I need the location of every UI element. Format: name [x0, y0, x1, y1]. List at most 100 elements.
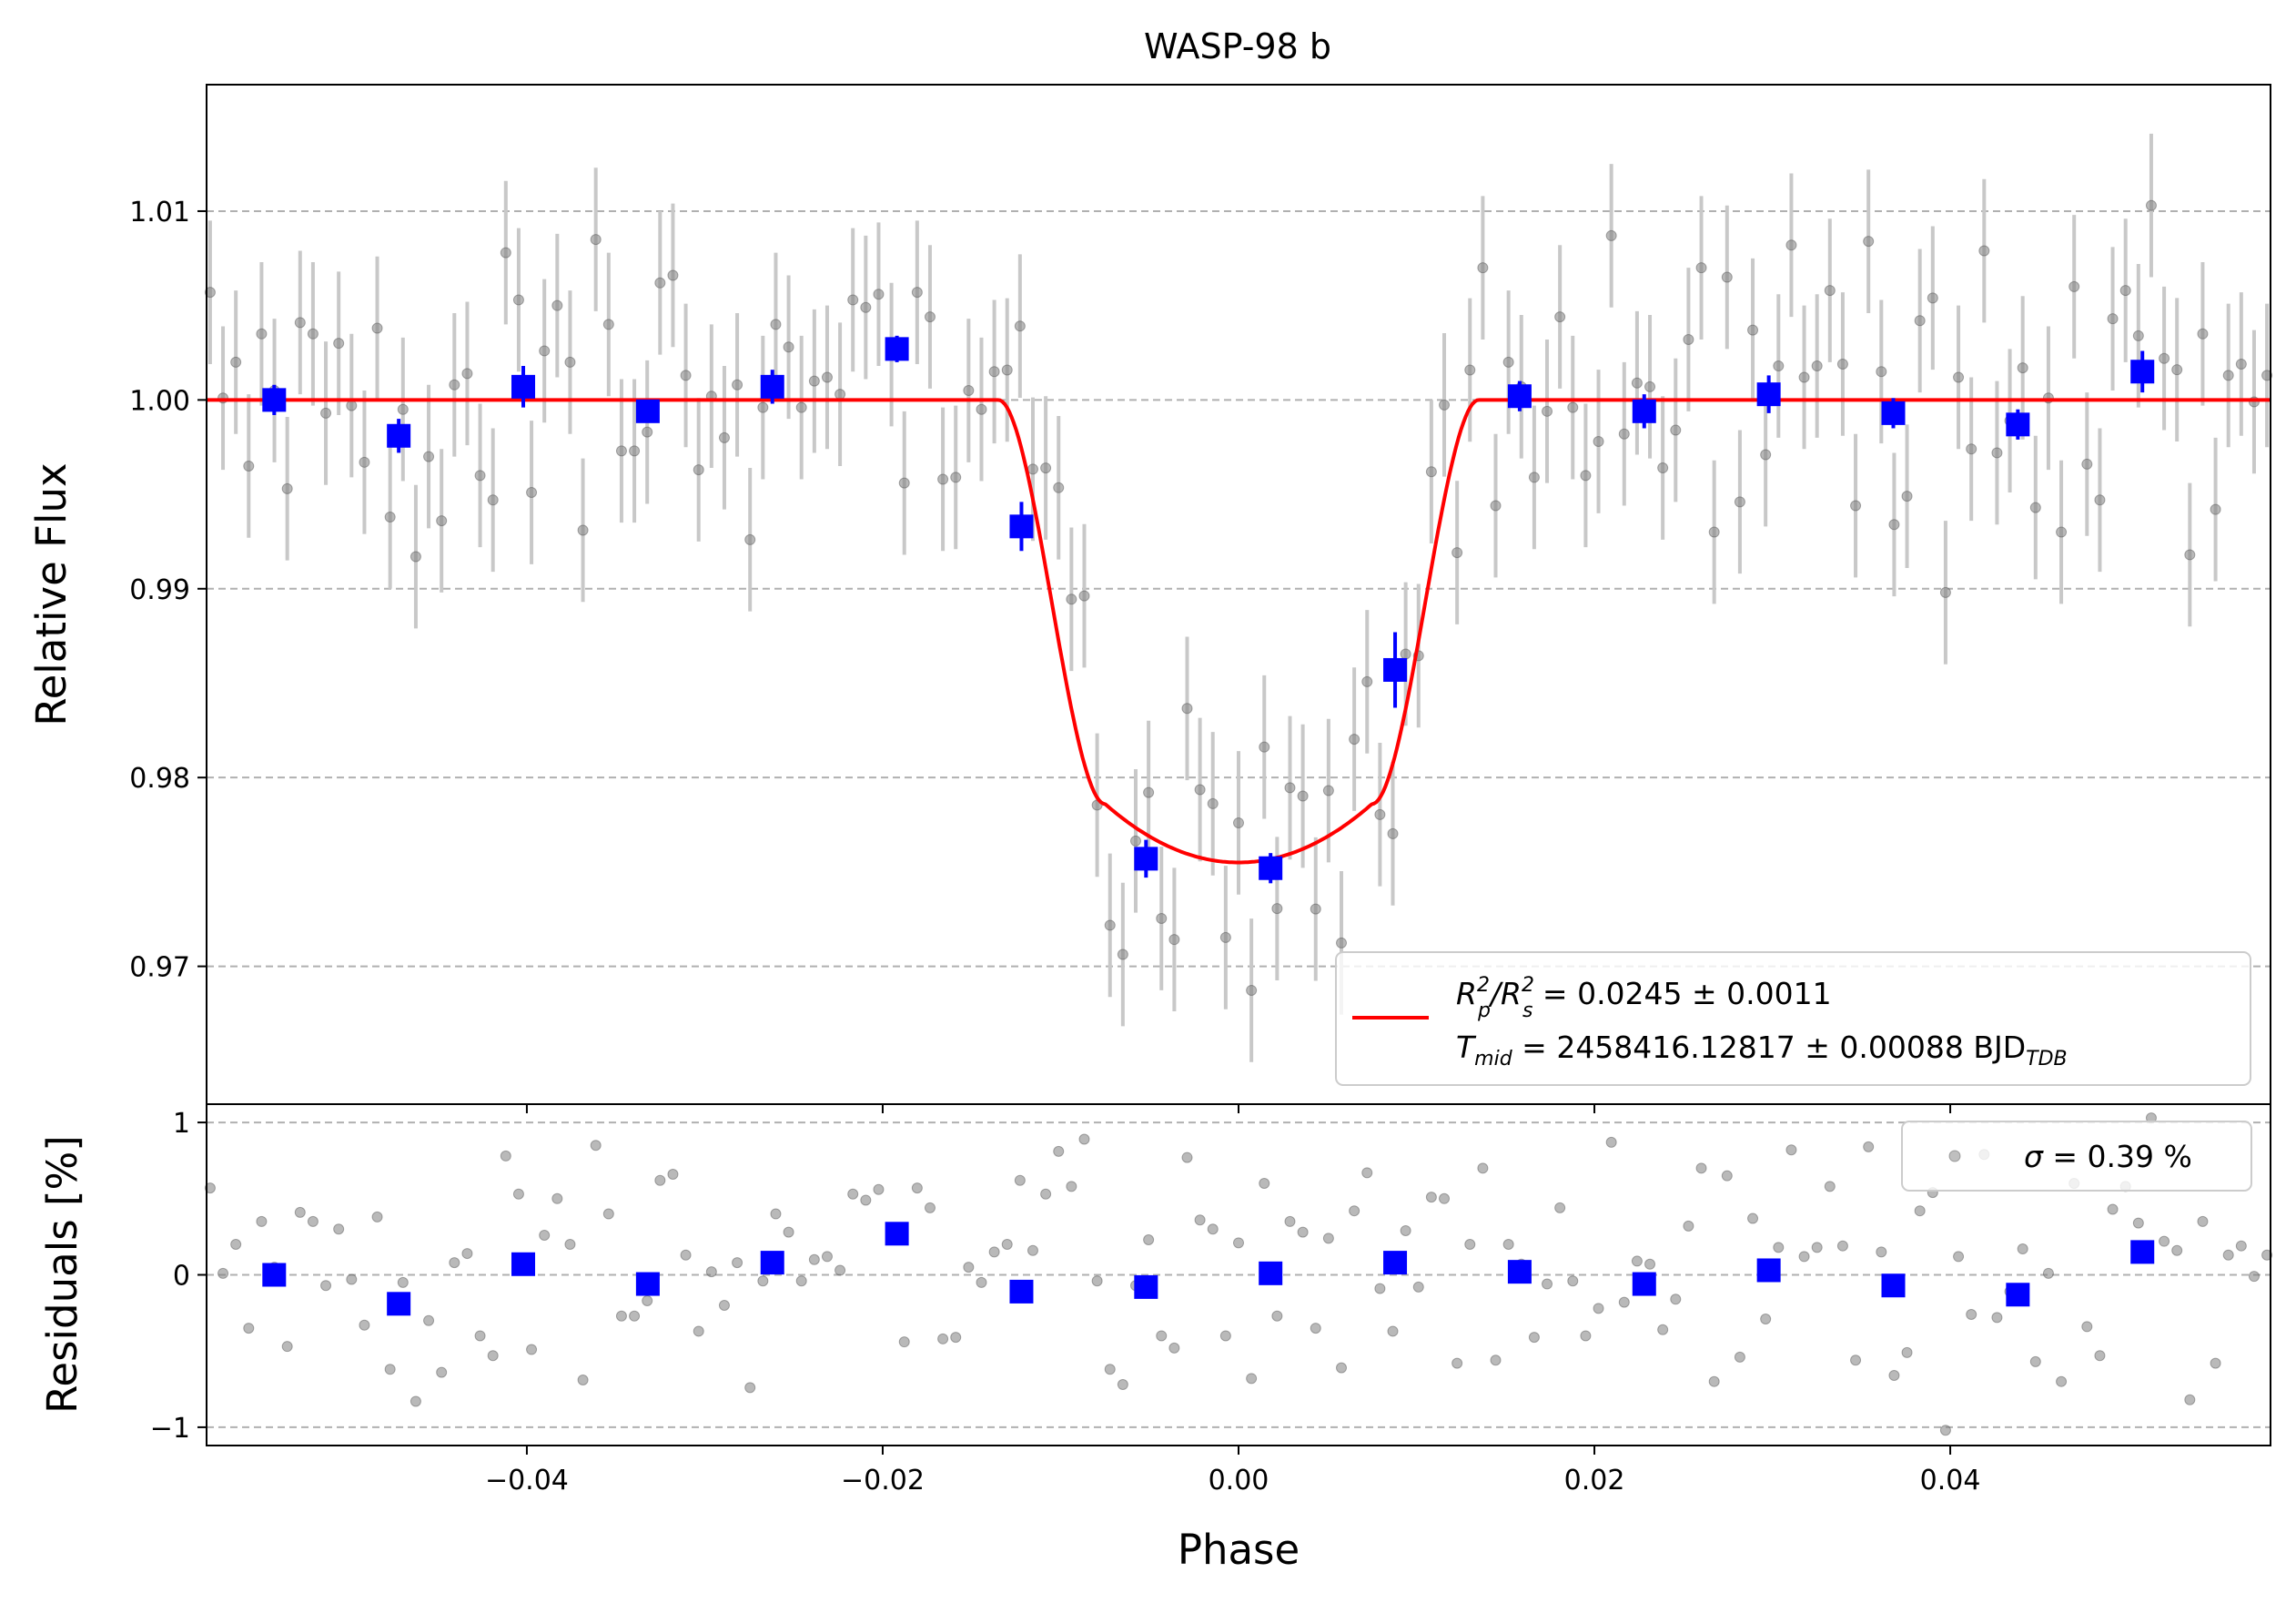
raw-point: [2235, 358, 2247, 370]
residual-point: [2094, 1350, 2106, 1362]
binned-residual-point: [2006, 1283, 2030, 1307]
residual-point: [963, 1262, 975, 1273]
raw-point: [474, 470, 486, 482]
residual-point: [1117, 1379, 1128, 1391]
raw-point: [397, 403, 409, 415]
raw-point: [1053, 482, 1065, 493]
x-tick-label: 0.02: [1564, 1465, 1625, 1496]
raw-point: [654, 277, 666, 289]
y-axis-title-top: Relative Flux: [27, 462, 76, 725]
raw-point: [1914, 315, 1926, 327]
residual-point: [1593, 1303, 1604, 1314]
raw-point: [860, 301, 872, 313]
binned-point: [760, 374, 784, 399]
raw-point: [1451, 547, 1463, 559]
residual-point: [2017, 1243, 2028, 1255]
residual-point: [1708, 1375, 1720, 1387]
residual-point: [1773, 1242, 1785, 1253]
raw-point: [1966, 443, 1977, 455]
raw-point: [1991, 447, 2003, 459]
residual-point: [1349, 1205, 1360, 1217]
residual-point: [1502, 1239, 1514, 1251]
residual-point: [333, 1223, 345, 1235]
residual-point: [988, 1246, 1000, 1258]
residual-point: [1695, 1162, 1707, 1174]
residual-point: [834, 1264, 846, 1276]
residual-point: [526, 1344, 538, 1355]
x-tick-label: −0.02: [841, 1465, 925, 1496]
raw-point: [2056, 526, 2068, 538]
residual-point: [654, 1174, 666, 1186]
raw-point: [436, 515, 448, 527]
residual-point: [2248, 1271, 2260, 1283]
raw-point: [1233, 817, 1244, 828]
raw-point: [718, 431, 730, 443]
raw-point: [500, 247, 511, 259]
raw-point: [230, 356, 242, 368]
residual-legend-box: [1901, 1121, 2252, 1192]
raw-point: [1219, 931, 1231, 943]
residual-point: [539, 1229, 551, 1241]
chart-title: WASP-98 b: [1144, 26, 1331, 66]
residual-point: [1631, 1255, 1643, 1267]
raw-point: [834, 389, 846, 401]
raw-point: [359, 456, 370, 468]
raw-point: [1349, 734, 1360, 746]
residual-point: [615, 1310, 627, 1322]
residual-point: [795, 1275, 807, 1287]
bottom-x-ticks: −0.04 −0.02 0.00 0.02 0.04: [485, 1104, 1980, 1496]
residual-point: [1836, 1240, 1848, 1252]
residual-point: [1027, 1244, 1038, 1256]
legend-depth-label: R2 p/R2 s = 0.0245 ± 0.0011: [1456, 974, 1832, 1022]
residual-point: [898, 1336, 910, 1348]
residual-point: [847, 1188, 859, 1200]
residual-point: [1747, 1212, 1759, 1224]
raw-point: [1888, 519, 1900, 531]
binned-point: [1134, 847, 1158, 871]
residual-point: [1670, 1294, 1682, 1305]
raw-point: [1631, 377, 1643, 389]
bottom-y-tick-label: −1: [150, 1413, 190, 1445]
residual-point: [1168, 1342, 1180, 1354]
raw-point: [1773, 360, 1785, 372]
raw-point: [320, 407, 332, 419]
binned-residual-point: [885, 1222, 909, 1246]
residual-point: [1066, 1181, 1077, 1192]
raw-point: [1785, 239, 1797, 251]
binned-residual-point: [1009, 1279, 1034, 1304]
raw-point: [1554, 311, 1566, 323]
legend-box: [1335, 951, 2251, 1086]
top-y-ticks: 0.97 0.98 0.99 1.00 1.01: [129, 197, 207, 984]
model-curve-group: [207, 398, 2271, 865]
raw-point: [1939, 586, 1951, 598]
raw-point: [1567, 401, 1579, 413]
legend-tmid-label: Tmid = 2458416.12817 ± 0.00088 BJDTDB: [1456, 1030, 2068, 1070]
binned-points: [262, 335, 2155, 884]
residual-point: [564, 1239, 576, 1251]
raw-point: [461, 368, 473, 380]
raw-point: [642, 426, 653, 438]
raw-point: [1798, 371, 1810, 383]
residual-point: [808, 1253, 820, 1265]
raw-point: [963, 385, 975, 396]
binned-residual-point: [1134, 1274, 1158, 1299]
residual-point: [2197, 1215, 2209, 1227]
raw-point: [1850, 500, 1862, 512]
raw-point: [2184, 549, 2196, 561]
raw-point: [333, 338, 345, 350]
binned-residual-point: [1881, 1273, 1906, 1298]
binned-residual-point: [511, 1252, 536, 1276]
residual-point: [1259, 1178, 1270, 1190]
binned-point: [2006, 412, 2030, 437]
residual-point: [204, 1182, 216, 1194]
residual-point: [1991, 1312, 2003, 1324]
residual-point: [873, 1183, 885, 1195]
binned-residual-point: [635, 1272, 660, 1296]
residual-point: [1618, 1296, 1630, 1308]
raw-point: [680, 370, 692, 381]
raw-point: [2107, 313, 2119, 325]
raw-point: [1117, 949, 1128, 960]
residual-point: [1400, 1224, 1411, 1236]
residual-point: [2235, 1240, 2247, 1252]
binned-residual-point: [387, 1292, 411, 1316]
